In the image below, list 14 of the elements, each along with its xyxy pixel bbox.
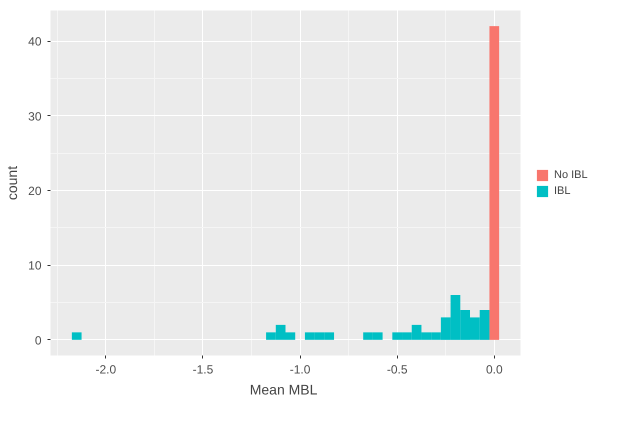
x-tick-label: -0.5 bbox=[386, 362, 408, 376]
y-tick-label: 20 bbox=[28, 184, 42, 198]
x-axis-title: Mean MBL bbox=[250, 382, 318, 398]
legend-label: IBL bbox=[554, 184, 572, 196]
x-tick-label: 0.0 bbox=[486, 362, 503, 376]
x-tick-label: -2.0 bbox=[96, 362, 117, 376]
y-tick-label: 10 bbox=[28, 258, 42, 273]
y-tick-label: 30 bbox=[28, 109, 42, 124]
x-tick-label: -1.0 bbox=[290, 362, 311, 376]
y-axis-title: count bbox=[4, 166, 20, 200]
y-tick-label: 40 bbox=[28, 34, 42, 49]
y-tick-label: 0 bbox=[34, 333, 42, 348]
legend-label: No IBL bbox=[554, 168, 588, 180]
x-tick-label: -1.5 bbox=[192, 362, 214, 376]
